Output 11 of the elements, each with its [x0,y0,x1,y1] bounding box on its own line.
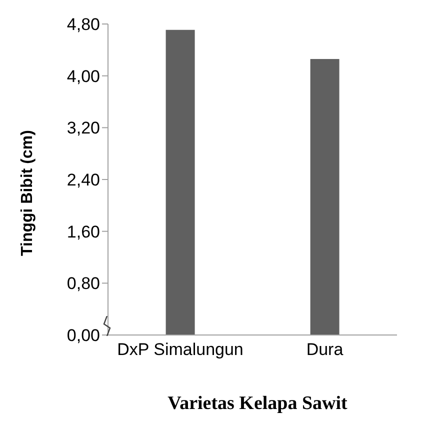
y-axis-title: Tinggi Bibit (cm) [19,130,37,256]
y-tick-label: 4,80 [66,15,100,34]
x-tick-label: Dura [306,340,344,360]
y-tick-label: 3,20 [66,118,100,138]
y-tick-label: 1,60 [66,222,100,242]
y-tick-label: 2,40 [66,170,100,190]
x-axis-title: Varietas Kelapa Sawit [166,393,348,415]
y-tick-label: 4,00 [66,66,100,86]
y-tick-label: 0,00 [66,326,100,346]
y-tick-label: 0,80 [66,274,100,294]
x-tick-label: DxP Simalungun [117,340,244,360]
